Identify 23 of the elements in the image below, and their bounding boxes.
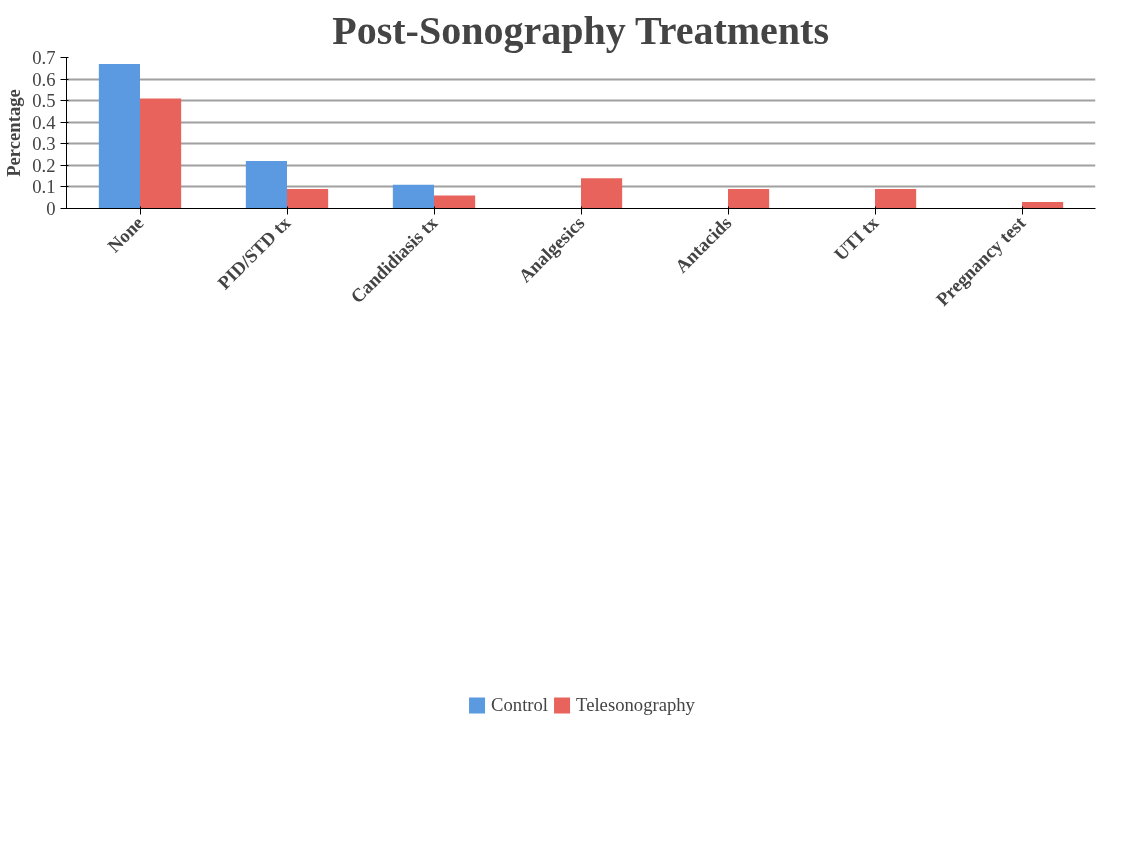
bar (98, 63, 140, 209)
chart-title: Post-Sonography Treatments (332, 7, 829, 53)
bar (875, 189, 917, 209)
y-tick-label: 0.3 (32, 133, 56, 155)
y-tick-label: 0.7 (32, 47, 56, 68)
y-axis-title: Percentage (3, 89, 25, 177)
legend-label: Control (491, 693, 549, 716)
y-tick-label: 0.5 (32, 90, 56, 112)
y-tick-label: 0.6 (32, 68, 56, 90)
bar (245, 161, 287, 209)
y-tick-label: 0.2 (32, 154, 56, 176)
y-tick-label: 0 (46, 198, 56, 219)
bar (434, 195, 476, 209)
y-tick-label: 0.1 (32, 176, 56, 198)
legend-label: Telesonography (576, 693, 695, 716)
bar (287, 189, 329, 209)
bar (581, 178, 623, 209)
bar (392, 184, 434, 209)
bar (140, 98, 182, 209)
y-tick-label: 0.4 (32, 111, 57, 133)
bar (1022, 202, 1064, 209)
x-tick-label: UTI tx (829, 211, 883, 265)
bar (728, 189, 770, 209)
